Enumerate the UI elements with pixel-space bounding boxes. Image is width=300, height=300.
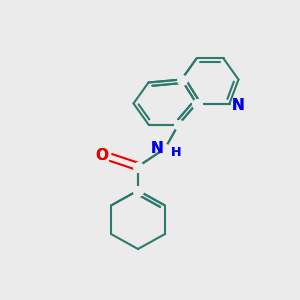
Text: O: O [96,148,109,164]
Text: N: N [232,98,245,112]
Text: H: H [170,146,181,159]
Text: H: H [170,146,181,159]
Text: N: N [232,98,245,112]
Text: N: N [151,141,164,156]
Text: N: N [151,141,164,156]
Text: O: O [96,148,109,164]
